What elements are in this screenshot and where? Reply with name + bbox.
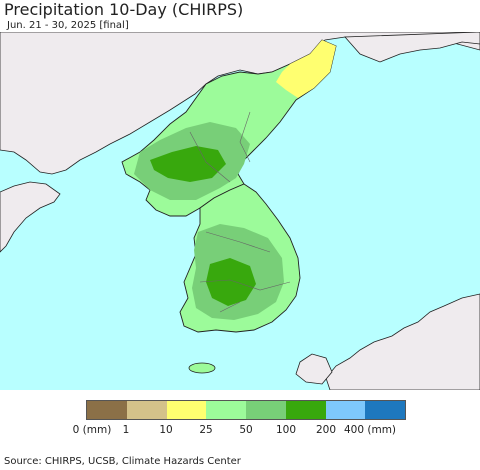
russia-coast <box>344 32 480 63</box>
color-legend <box>86 400 406 420</box>
map-subtitle: Jun. 21 - 30, 2025 [final] <box>7 20 129 31</box>
japan-kyushu <box>295 353 333 385</box>
source-credit: Source: CHIRPS, UCSB, Climate Hazards Ce… <box>4 456 241 467</box>
legend-swatch-7 <box>365 401 405 419</box>
legend-swatch-5 <box>285 401 326 419</box>
legend-tick-label: 0 (mm) <box>72 424 112 436</box>
legend-swatch-2 <box>166 401 207 419</box>
nk-dry-zone <box>276 40 336 98</box>
legend-swatch-1 <box>126 401 167 419</box>
legend-tick-label: 1 <box>122 424 130 436</box>
legend-tick-label: 400 (mm) <box>343 424 397 436</box>
legend-swatch-6 <box>325 401 366 419</box>
legend-tick-label: 25 <box>199 424 213 436</box>
sk-wet-zone <box>206 258 256 306</box>
japan <box>325 293 480 390</box>
legend-tick-label: 50 <box>239 424 253 436</box>
china-coast-west <box>0 181 61 253</box>
nk-wet-zone <box>150 146 226 182</box>
legend-swatch-4 <box>246 401 286 419</box>
map-title: Precipitation 10-Day (CHIRPS) <box>4 0 244 19</box>
jeju-island <box>188 362 216 374</box>
legend-tick-label: 10 <box>159 424 173 436</box>
legend-swatch-0 <box>87 401 127 419</box>
admin-boundaries <box>189 111 291 313</box>
precipitation-map <box>0 32 480 390</box>
legend-tick-label: 200 <box>315 424 337 436</box>
legend-ticks: 0 (mm) 1 10 25 50 100 200 400 (mm) <box>0 424 480 438</box>
legend-swatch-3 <box>206 401 246 419</box>
legend-tick-label: 100 <box>275 424 297 436</box>
